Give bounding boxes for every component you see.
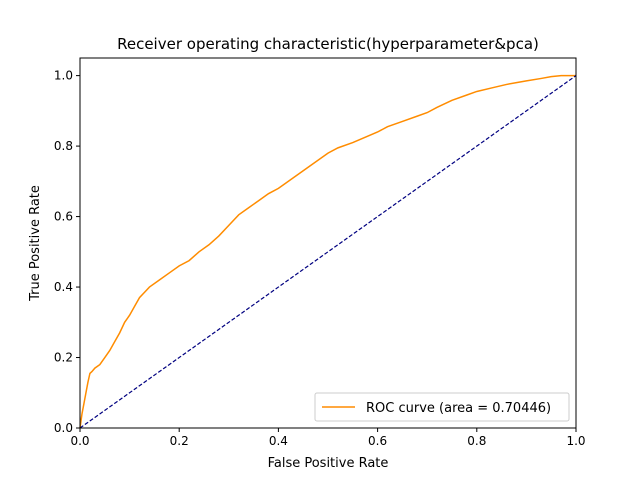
x-tick-label: 1.0 [566,434,585,448]
legend-label-roc-curve: ROC curve (area = 0.70446) [366,401,551,416]
chart-title: Receiver operating characteristic(hyperp… [117,35,539,53]
y-tick-label: 0.4 [54,280,73,294]
legend: ROC curve (area = 0.70446) [314,392,570,422]
chance-diagonal-line [79,75,577,429]
y-tick-label: 1.0 [54,69,73,83]
y-tick-label: 0.8 [54,139,73,153]
legend-box [314,392,570,422]
axes-frame [79,57,577,429]
x-axis-label: False Positive Rate [268,456,389,471]
series-layer [79,74,577,429]
x-tick-label: 0.2 [170,434,189,448]
roc-curve-line [79,74,576,429]
x-tick-label: 0.0 [70,434,89,448]
y-tick-label: 0.0 [54,421,73,435]
x-tick-label: 0.6 [368,434,387,448]
y-axis-label: True Positive Rate [28,185,43,302]
x-tick-label: 0.4 [269,434,288,448]
y-axis: 0.0 0.2 0.4 0.6 0.8 1.0 [54,69,80,435]
x-axis: 0.0 0.2 0.4 0.6 0.8 1.0 [70,428,586,448]
y-tick-label: 0.6 [54,210,73,224]
plot-area [79,57,577,429]
x-tick-label: 0.8 [467,434,486,448]
y-tick-label: 0.2 [54,351,73,365]
